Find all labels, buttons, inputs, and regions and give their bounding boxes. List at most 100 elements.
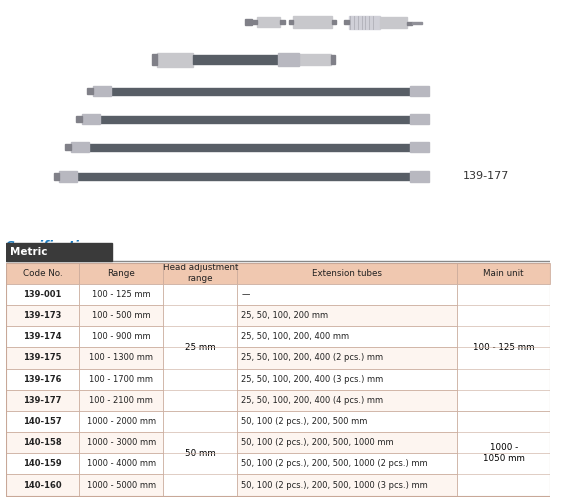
Bar [89,144,410,151]
Text: 140-157: 140-157 [23,417,61,426]
Text: 139-176: 139-176 [23,375,61,384]
Bar [457,284,550,411]
Text: 139-001: 139-001 [23,290,61,299]
Text: 25 mm: 25 mm [185,343,215,352]
Text: 139-174: 139-174 [23,332,61,341]
Bar [164,262,237,284]
Text: 100 - 900 mm: 100 - 900 mm [92,332,151,341]
Bar [82,114,100,124]
Text: Main unit: Main unit [483,269,524,278]
Bar [6,262,79,284]
Bar [457,262,550,284]
Bar [245,19,252,24]
Bar [6,369,79,390]
Bar [6,262,550,496]
Bar [193,55,278,64]
Bar [79,262,164,284]
Text: 25, 50, 100, 200, 400 (2 pcs.) mm: 25, 50, 100, 200, 400 (2 pcs.) mm [241,353,384,362]
Text: 100 - 500 mm: 100 - 500 mm [92,311,151,320]
Text: 100 - 125 mm: 100 - 125 mm [92,290,151,299]
Text: Specifications: Specifications [6,240,104,253]
Bar [299,54,331,65]
Bar [237,347,457,369]
Bar [100,116,410,123]
Text: 1000 - 2000 mm: 1000 - 2000 mm [87,417,156,426]
Bar [6,432,79,453]
Bar [410,86,429,96]
Text: 25, 50, 100, 200 mm: 25, 50, 100, 200 mm [241,311,328,320]
Bar [76,116,82,122]
Text: 50, 100 (2 pcs.), 200, 500 mm: 50, 100 (2 pcs.), 200, 500 mm [241,417,368,426]
Text: 139-173: 139-173 [23,311,61,320]
Text: Head adjustment
range: Head adjustment range [162,263,238,283]
Text: Range: Range [107,269,135,278]
Text: 100 - 1300 mm: 100 - 1300 mm [89,353,153,362]
Text: 50, 100 (2 pcs.), 200, 500, 1000 mm: 50, 100 (2 pcs.), 200, 500, 1000 mm [241,438,394,447]
Bar [349,16,380,29]
Bar [79,284,164,305]
Bar [79,411,164,432]
Bar [6,305,79,326]
Bar [54,173,59,179]
Bar [6,390,79,411]
Bar [252,20,257,24]
Bar [412,22,422,24]
Text: Metric: Metric [10,248,47,257]
Bar [6,244,112,261]
Bar [157,53,193,67]
Bar [70,142,89,153]
Bar [59,171,77,181]
Bar [79,305,164,326]
Text: 140-160: 140-160 [23,481,61,490]
Text: 100 - 1700 mm: 100 - 1700 mm [89,375,153,384]
Bar [237,326,457,347]
Bar [237,411,457,432]
Text: 139-177: 139-177 [23,396,61,405]
Bar [257,17,280,27]
Text: 139-175: 139-175 [23,353,61,362]
Text: 1000 - 3000 mm: 1000 - 3000 mm [87,438,156,447]
Text: 25, 50, 100, 200, 400 mm: 25, 50, 100, 200, 400 mm [241,332,350,341]
Bar [237,453,457,475]
Bar [407,22,412,25]
Bar [237,432,457,453]
Bar [77,173,410,180]
Text: 25, 50, 100, 200, 400 (4 pcs.) mm: 25, 50, 100, 200, 400 (4 pcs.) mm [241,396,384,405]
Bar [164,284,237,411]
Bar [152,54,157,66]
Bar [164,411,237,496]
Bar [6,326,79,347]
Text: Extension tubes: Extension tubes [312,269,382,278]
Text: 50, 100 (2 pcs.), 200, 500, 1000 (3 pcs.) mm: 50, 100 (2 pcs.), 200, 500, 1000 (3 pcs.… [241,481,428,490]
Bar [278,53,299,66]
Bar [79,326,164,347]
Bar [6,453,79,475]
Bar [237,284,457,305]
Bar [331,55,335,64]
Text: 25, 50, 100, 200, 400 (3 pcs.) mm: 25, 50, 100, 200, 400 (3 pcs.) mm [241,375,384,384]
Text: 139-177: 139-177 [462,171,509,181]
Text: 140-159: 140-159 [23,459,61,468]
Text: —: — [241,290,250,299]
Bar [237,475,457,496]
Bar [79,369,164,390]
Text: 50 mm: 50 mm [185,449,215,458]
Text: 140-158: 140-158 [23,438,61,447]
Bar [87,88,93,94]
Bar [79,475,164,496]
Bar [380,17,407,27]
Bar [111,87,410,94]
Bar [289,19,293,24]
Bar [6,475,79,496]
Bar [293,16,332,27]
Text: 100 - 2100 mm: 100 - 2100 mm [89,396,153,405]
Bar [237,369,457,390]
Text: Code No.: Code No. [23,269,62,278]
Bar [280,20,285,24]
Bar [410,142,429,153]
Bar [6,411,79,432]
Bar [93,86,111,96]
Text: 50, 100 (2 pcs.), 200, 500, 1000 (2 pcs.) mm: 50, 100 (2 pcs.), 200, 500, 1000 (2 pcs.… [241,459,428,468]
Bar [237,390,457,411]
Bar [79,347,164,369]
